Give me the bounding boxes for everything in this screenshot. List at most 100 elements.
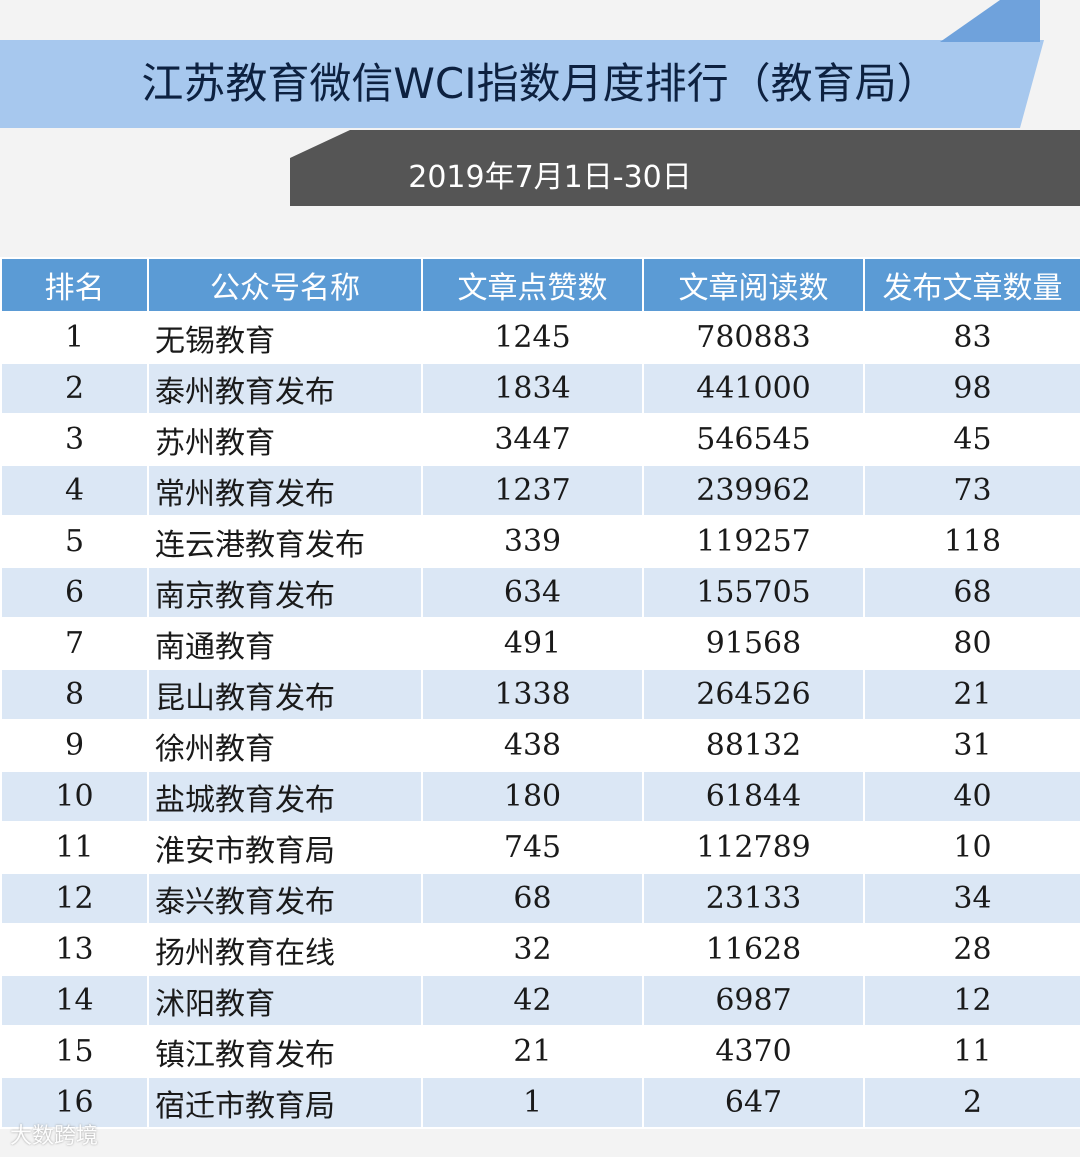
cell-likes: 1237 [421, 464, 644, 517]
date-range: 2019年7月1日-30日 [408, 160, 692, 195]
column-header-article-count: 发布文章数量 [863, 257, 1080, 313]
cell-article-count: 98 [863, 362, 1080, 415]
column-header-reads: 文章阅读数 [642, 257, 865, 313]
table-row: 10 盐城教育发布 180 61844 40 [0, 770, 1080, 823]
cell-account-name: 扬州教育在线 [147, 923, 423, 976]
cell-rank: 15 [0, 1025, 149, 1078]
cell-article-count: 10 [863, 821, 1080, 874]
cell-account-name: 淮安市教育局 [147, 821, 423, 874]
table-row: 7 南通教育 491 91568 80 [0, 617, 1080, 670]
cell-account-name: 镇江教育发布 [147, 1025, 423, 1078]
cell-rank: 1 [0, 311, 149, 364]
cell-rank: 5 [0, 515, 149, 568]
cell-rank: 10 [0, 770, 149, 823]
cell-likes: 339 [421, 515, 644, 568]
cell-likes: 745 [421, 821, 644, 874]
table-row: 11 淮安市教育局 745 112789 10 [0, 821, 1080, 874]
cell-rank: 7 [0, 617, 149, 670]
cell-likes: 32 [421, 923, 644, 976]
title-corner-decoration [940, 0, 1000, 42]
cell-likes: 491 [421, 617, 644, 670]
cell-article-count: 83 [863, 311, 1080, 364]
cell-reads: 112789 [642, 821, 865, 874]
cell-reads: 23133 [642, 872, 865, 925]
cell-rank: 11 [0, 821, 149, 874]
cell-reads: 6987 [642, 974, 865, 1027]
table-row: 5 连云港教育发布 339 119257 118 [0, 515, 1080, 568]
cell-account-name: 徐州教育 [147, 719, 423, 772]
column-header-likes: 文章点赞数 [421, 257, 644, 313]
page-title: 江苏教育微信WCI指数月度排行（教育局） [141, 59, 939, 108]
watermark: 大数跨境 [10, 1124, 99, 1149]
cell-article-count: 28 [863, 923, 1080, 976]
table-row: 12 泰兴教育发布 68 23133 34 [0, 872, 1080, 925]
cell-article-count: 21 [863, 668, 1080, 721]
cell-article-count: 31 [863, 719, 1080, 772]
cell-likes: 1 [421, 1076, 644, 1129]
cell-account-name: 宿迁市教育局 [147, 1076, 423, 1129]
table-row: 8 昆山教育发布 1338 264526 21 [0, 668, 1080, 721]
table-body: 1 无锡教育 1245 780883 83 2 泰州教育发布 1834 441000 98 3 苏州教… [0, 311, 1080, 1129]
cell-rank: 2 [0, 362, 149, 415]
cell-reads: 91568 [642, 617, 865, 670]
cell-rank: 13 [0, 923, 149, 976]
cell-reads: 441000 [642, 362, 865, 415]
cell-likes: 1245 [421, 311, 644, 364]
column-header-account-name: 公众号名称 [147, 257, 423, 313]
cell-article-count: 80 [863, 617, 1080, 670]
cell-reads: 264526 [642, 668, 865, 721]
cell-article-count: 34 [863, 872, 1080, 925]
cell-account-name: 盐城教育发布 [147, 770, 423, 823]
cell-reads: 61844 [642, 770, 865, 823]
table-row: 4 常州教育发布 1237 239962 73 [0, 464, 1080, 517]
cell-article-count: 45 [863, 413, 1080, 466]
table-row: 16 宿迁市教育局 1 647 2 [0, 1076, 1080, 1129]
cell-account-name: 昆山教育发布 [147, 668, 423, 721]
cell-account-name: 苏州教育 [147, 413, 423, 466]
cell-reads: 780883 [642, 311, 865, 364]
cell-rank: 3 [0, 413, 149, 466]
table-row: 13 扬州教育在线 32 11628 28 [0, 923, 1080, 976]
cell-likes: 438 [421, 719, 644, 772]
table-row: 3 苏州教育 3447 546545 45 [0, 413, 1080, 466]
cell-likes: 1338 [421, 668, 644, 721]
table-row: 14 沭阳教育 42 6987 12 [0, 974, 1080, 1027]
cell-article-count: 40 [863, 770, 1080, 823]
cell-article-count: 118 [863, 515, 1080, 568]
cell-likes: 42 [421, 974, 644, 1027]
table-row: 15 镇江教育发布 21 4370 11 [0, 1025, 1080, 1078]
title-banner [0, 40, 1044, 128]
cell-likes: 3447 [421, 413, 644, 466]
cell-likes: 68 [421, 872, 644, 925]
cell-reads: 239962 [642, 464, 865, 517]
cell-rank: 4 [0, 464, 149, 517]
cell-article-count: 2 [863, 1076, 1080, 1129]
table-header-row: 排名 公众号名称 文章点赞数 文章阅读数 发布文章数量 [0, 257, 1080, 313]
cell-reads: 11628 [642, 923, 865, 976]
ranking-table: 排名 公众号名称 文章点赞数 文章阅读数 发布文章数量 1 无锡教育 1245 780… [0, 257, 1080, 1129]
cell-account-name: 无锡教育 [147, 311, 423, 364]
cell-likes: 634 [421, 566, 644, 619]
cell-rank: 14 [0, 974, 149, 1027]
cell-rank: 6 [0, 566, 149, 619]
cell-account-name: 泰兴教育发布 [147, 872, 423, 925]
cell-rank: 9 [0, 719, 149, 772]
table-row: 1 无锡教育 1245 780883 83 [0, 311, 1080, 364]
cell-account-name: 南通教育 [147, 617, 423, 670]
cell-article-count: 68 [863, 566, 1080, 619]
column-header-rank: 排名 [0, 257, 149, 313]
table-row: 6 南京教育发布 634 155705 68 [0, 566, 1080, 619]
cell-reads: 155705 [642, 566, 865, 619]
cell-rank: 16 [0, 1076, 149, 1129]
cell-account-name: 南京教育发布 [147, 566, 423, 619]
cell-article-count: 12 [863, 974, 1080, 1027]
cell-rank: 8 [0, 668, 149, 721]
date-banner [290, 130, 1080, 206]
cell-reads: 4370 [642, 1025, 865, 1078]
cell-likes: 21 [421, 1025, 644, 1078]
cell-account-name: 常州教育发布 [147, 464, 423, 517]
cell-reads: 647 [642, 1076, 865, 1129]
cell-reads: 88132 [642, 719, 865, 772]
cell-account-name: 沭阳教育 [147, 974, 423, 1027]
cell-article-count: 73 [863, 464, 1080, 517]
